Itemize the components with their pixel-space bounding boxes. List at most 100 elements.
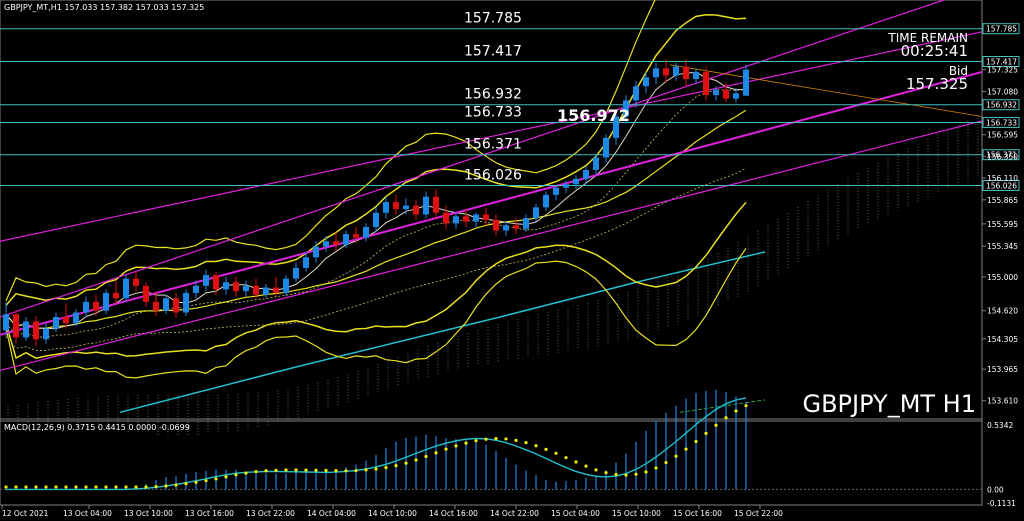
macd-signal-dot: [224, 475, 228, 479]
candle-body: [623, 100, 629, 117]
candle-body: [193, 285, 199, 293]
macd-signal-dot: [84, 485, 88, 489]
axis-label: 155.865: [987, 196, 1018, 205]
macd-signal-dot: [714, 423, 718, 427]
candle-body: [63, 316, 69, 324]
candle-body: [243, 285, 249, 292]
time-label: 14 Oct 10:00: [368, 509, 417, 518]
time-label: 14 Oct 22:00: [490, 509, 539, 518]
candle-body: [743, 69, 749, 96]
ma-long-line: [119, 251, 766, 414]
macd-signal-dot: [434, 451, 438, 455]
macd-signal-dot: [234, 473, 238, 477]
macd-signal-dot: [624, 473, 628, 477]
candle-body: [483, 214, 489, 220]
bollinger-mid: [5, 109, 747, 329]
time-label: 12 Oct 2021: [2, 509, 49, 518]
candle-body: [473, 214, 479, 222]
level-tag: [982, 55, 1020, 67]
macd-signal-dot: [194, 480, 198, 484]
candle-body: [603, 137, 609, 158]
symbol-info: GBPJPY_MT,H1 157.033 157.382 157.033 157…: [4, 3, 204, 12]
candle-body: [33, 321, 39, 340]
macd-signal-dot: [384, 466, 388, 470]
macd-signal-dot: [744, 404, 748, 408]
candle-body: [503, 225, 509, 231]
candle-body: [413, 205, 419, 215]
macd-signal-dot: [14, 485, 18, 489]
macd-signal-dot: [164, 484, 168, 488]
candle-body: [463, 216, 469, 222]
axis-label: 155.595: [987, 220, 1018, 229]
level-label: 157.785: [464, 11, 522, 27]
macd-signal-dot: [424, 454, 428, 459]
macd-signal-dot: [594, 468, 598, 472]
macd-signal-dot: [114, 485, 118, 489]
macd-axis-label: -0.1131: [987, 499, 1016, 508]
axis-label: 153.965: [987, 365, 1018, 374]
candle-body: [693, 71, 699, 80]
macd-signal-dot: [174, 483, 178, 487]
candle-body: [563, 184, 569, 188]
candle-body: [283, 278, 289, 293]
macd-signal-dot: [214, 477, 218, 481]
macd-signal-dot: [734, 409, 738, 413]
macd-signal-dot: [524, 440, 528, 445]
candle-body: [703, 71, 709, 96]
axis-label: 156.595: [987, 131, 1018, 140]
price-levels: 157.785 157.785 157.417 157.417 156.932 156.9…: [0, 11, 1020, 191]
candle-body: [543, 194, 549, 208]
channel-mid: [0, 70, 983, 336]
macd-signal-dot: [544, 447, 548, 452]
macd-signal-dot: [694, 439, 698, 444]
macd-signal-dot: [244, 471, 248, 475]
axis-label: 157.080: [987, 88, 1018, 97]
bollinger-lower-outer: [5, 247, 747, 379]
resistance-line: [669, 64, 983, 117]
macd-signal-dot: [474, 439, 478, 443]
macd-axis-label: 0.5342: [987, 421, 1013, 430]
candle-body: [373, 212, 379, 227]
macd-signal-dot: [44, 485, 48, 489]
macd-signal-dot: [204, 479, 208, 483]
candle-body: [553, 187, 559, 195]
macd-signal-dot: [404, 461, 408, 465]
candle-body: [523, 218, 529, 229]
candle-body: [393, 202, 399, 210]
axis-label: 156.350: [987, 153, 1018, 162]
chart-frame: [0, 0, 983, 506]
level-label: 156.371: [464, 137, 522, 153]
macd-signal-dot: [684, 447, 688, 451]
candle-body: [613, 116, 619, 138]
macd-signal-dot: [324, 468, 328, 473]
symbol-watermark: GBPJPY_MT H1: [802, 390, 976, 418]
candle-body: [163, 298, 169, 311]
level-label: 156.026: [464, 167, 522, 183]
candle-body: [573, 178, 579, 185]
candle-body: [93, 301, 99, 311]
axis-label: 156.110: [987, 174, 1018, 183]
level-tag: [982, 179, 1020, 191]
ichimoku-cloud: [7, 115, 979, 436]
macd-signal-dot: [614, 472, 618, 477]
price-axis: 157.325 157.080 156.595 156.350 156.110 155.8…: [982, 66, 1018, 406]
macd-signal-dot: [584, 464, 588, 468]
ma-dotted-line-2: [5, 167, 747, 351]
macd-signal-dot: [364, 468, 368, 472]
macd-signal-dot: [4, 485, 8, 489]
macd-signal-dot: [444, 447, 448, 451]
level-tag-text: 156.371: [986, 151, 1017, 160]
macd-signal-dot: [654, 466, 658, 470]
axis-label: 153.610: [987, 397, 1018, 406]
time-label: 13 Oct 22:00: [246, 509, 295, 518]
macd-signal-dot: [464, 441, 468, 445]
candle-body: [53, 316, 59, 329]
candle-body: [423, 196, 429, 215]
macd-signal-dot: [514, 438, 518, 442]
bid-label: Bid: [949, 64, 968, 78]
macd-signal-dot: [634, 472, 638, 476]
candle-body: [683, 66, 689, 80]
macd-signal-dot: [534, 444, 538, 448]
candle-body: [353, 234, 359, 238]
